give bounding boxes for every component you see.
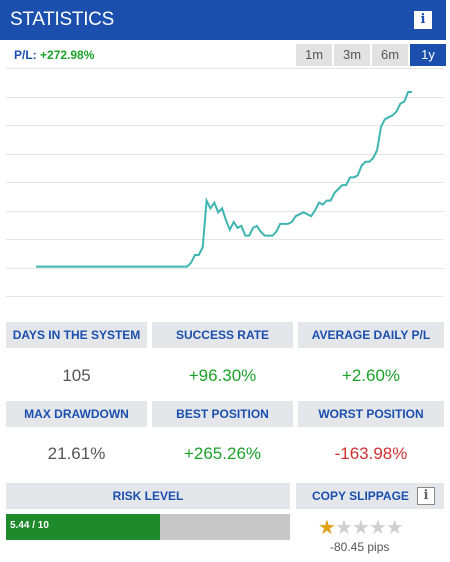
- best-position-value: +265.26%: [183, 444, 262, 463]
- risk-level-header: RISK LEVEL: [6, 483, 290, 509]
- days-in-system-value: 105: [62, 366, 91, 385]
- pl-summary: P/L: +272.98%: [14, 48, 94, 62]
- range-1m-button[interactable]: 1m: [296, 44, 332, 66]
- statistics-header: STATISTICS i: [0, 0, 446, 40]
- star-empty-icon: ★: [368, 517, 387, 539]
- days-in-system-header: DAYS IN THE SYSTEM: [6, 322, 147, 348]
- chart-grid: [6, 68, 444, 297]
- range-6m-button[interactable]: 6m: [372, 44, 408, 66]
- range-1y-button[interactable]: 1y: [410, 44, 446, 66]
- max-drawdown-value: 21.61%: [47, 444, 106, 463]
- average-daily-pl-value: +2.60%: [341, 366, 401, 385]
- max-drawdown-header: MAX DRAWDOWN: [6, 401, 147, 427]
- pl-chart: [6, 68, 444, 297]
- range-3m-button[interactable]: 3m: [334, 44, 370, 66]
- success-rate-value: +96.30%: [188, 366, 257, 385]
- success-rate-header: SUCCESS RATE: [152, 322, 293, 348]
- star-empty-icon: ★: [351, 517, 370, 539]
- best-position-header: BEST POSITION: [152, 401, 293, 427]
- range-selector: 1m 3m 6m 1y: [294, 44, 446, 66]
- pl-value: +272.98%: [40, 48, 95, 62]
- average-daily-pl-header: AVERAGE DAILY P/L: [298, 322, 444, 348]
- worst-position-header: WORST POSITION: [298, 401, 444, 427]
- slippage-pips: -80.45 pips: [330, 540, 390, 554]
- star-filled-icon: ★: [318, 517, 336, 539]
- star-empty-icon: ★: [334, 517, 353, 539]
- statistics-title: STATISTICS: [10, 9, 114, 30]
- info-icon[interactable]: i: [414, 11, 432, 29]
- copy-slippage-label: COPY SLIPPAGE: [312, 489, 409, 503]
- risk-level-bar: 5.44 / 10: [6, 514, 290, 540]
- star-empty-icon: ★: [385, 517, 404, 539]
- risk-level-fill: [6, 514, 161, 540]
- pl-label: P/L:: [14, 48, 37, 62]
- slippage-rating: ★★★★★: [318, 517, 404, 539]
- pl-line: [36, 91, 412, 268]
- risk-level-text: 5.44 / 10: [10, 520, 49, 531]
- worst-position-value: -163.98%: [334, 444, 408, 463]
- slippage-info-icon[interactable]: i: [417, 487, 435, 505]
